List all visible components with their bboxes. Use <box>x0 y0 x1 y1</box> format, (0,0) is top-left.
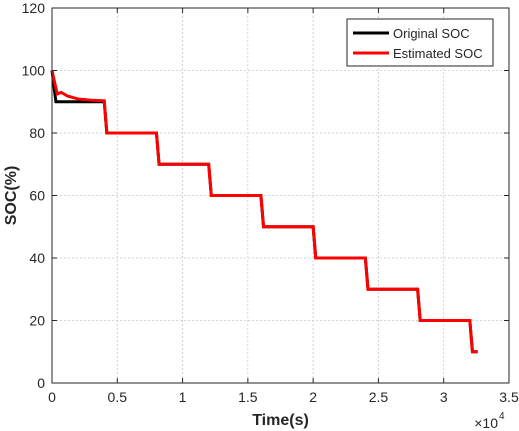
x-tick-label: 3 <box>440 389 448 405</box>
series-lines <box>50 70 478 354</box>
series-line-estimated-soc <box>50 70 478 354</box>
x-tick-label: 1.5 <box>238 389 258 405</box>
x-tick-label: 0 <box>48 389 56 405</box>
x-tick-label: 3.5 <box>499 389 519 405</box>
legend: Original SOC Estimated SOC <box>346 18 494 67</box>
y-tick-label: 60 <box>29 188 45 204</box>
y-axis-label: SOC(%) <box>3 166 20 226</box>
grid <box>52 8 509 383</box>
x-tick-label: 0.5 <box>108 389 128 405</box>
legend-box <box>346 18 494 67</box>
legend-label-estimated-soc: Estimated SOC <box>393 46 483 61</box>
x-exponent-power: 4 <box>499 411 505 422</box>
legend-label-original-soc: Original SOC <box>393 26 470 41</box>
x-tick-label: 2 <box>309 389 317 405</box>
x-tick-label: 2.5 <box>369 389 389 405</box>
y-tick-label: 0 <box>37 375 45 391</box>
y-tick-label: 20 <box>29 313 45 329</box>
x-tick-label: 1 <box>179 389 187 405</box>
y-tick-label: 40 <box>29 250 45 266</box>
y-tick-label: 120 <box>22 0 46 16</box>
x-axis-label: Time(s) <box>252 412 309 429</box>
y-tick-label: 100 <box>22 63 46 79</box>
axis-ticks: 0 0.5 1 1.5 2 2.5 3 3.5 0 20 40 60 80 100 120 <box>22 0 519 405</box>
x-exponent-label: ×10 <box>474 415 498 431</box>
y-tick-label: 80 <box>29 125 45 141</box>
